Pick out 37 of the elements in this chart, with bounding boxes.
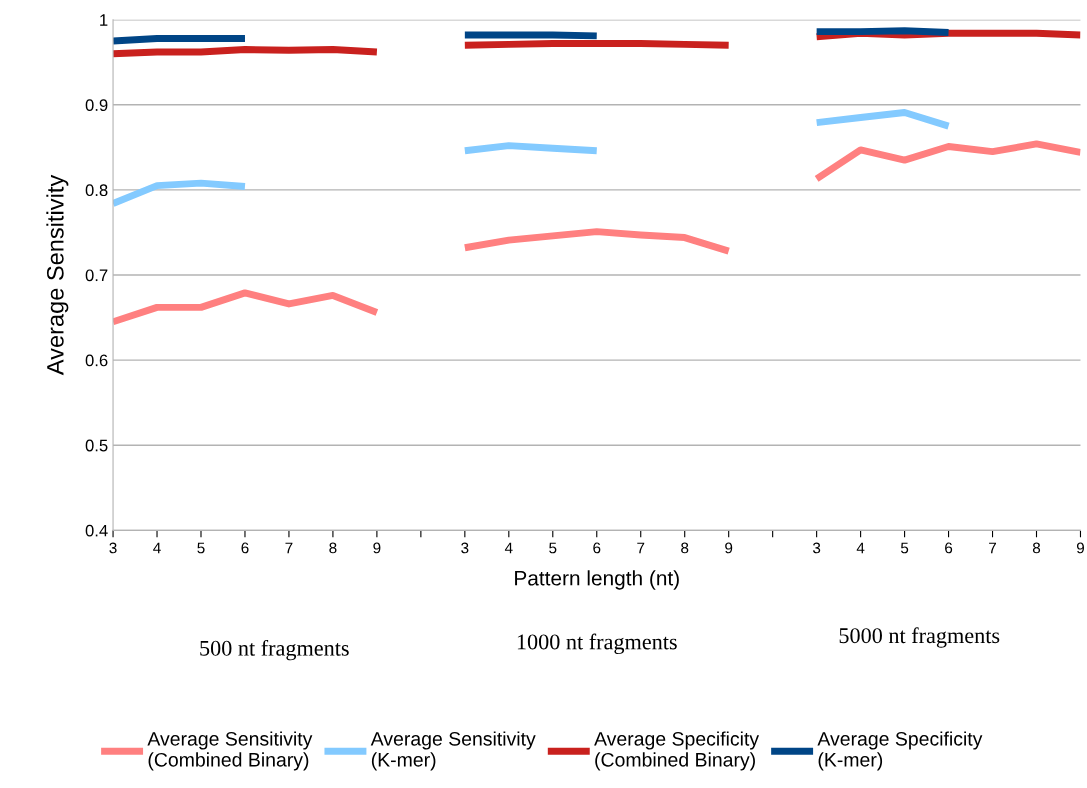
legend-label: Average Specificity (Combined Binary) bbox=[594, 731, 760, 771]
x-tick-label: 7 bbox=[285, 542, 293, 554]
y-tick-label: 0.9 bbox=[85, 99, 108, 112]
y-tick-label: 0.4 bbox=[85, 524, 108, 537]
x-tick-label: 4 bbox=[153, 542, 161, 554]
x-tick-label: 5 bbox=[900, 542, 909, 554]
y-axis-title: Average Sensitivity bbox=[46, 174, 69, 376]
y-tick-label: 1 bbox=[100, 14, 108, 26]
x-tick-label: 3 bbox=[812, 542, 821, 554]
x-tick-label: 4 bbox=[856, 542, 865, 554]
legend-label: Average Sensitivity (Combined Binary) bbox=[147, 731, 313, 771]
text: 5000 nt fragments bbox=[839, 627, 1000, 648]
y-tick-label: 0.6 bbox=[85, 354, 108, 367]
x-tick-label: 5 bbox=[549, 542, 557, 554]
x-tick-label: 7 bbox=[637, 542, 645, 554]
y-tick-label: 0.7 bbox=[85, 269, 108, 282]
x-tick-label: 8 bbox=[329, 542, 337, 554]
x-tick-label: 3 bbox=[461, 542, 469, 554]
x-tick-label: 8 bbox=[1032, 542, 1041, 554]
y-tick-label: 0.5 bbox=[85, 439, 108, 452]
x-tick-label: 6 bbox=[945, 542, 953, 554]
x-tick-label: 6 bbox=[241, 542, 249, 554]
x-tick-label: 9 bbox=[725, 542, 733, 554]
x-axis-title: Pattern length (nt) bbox=[515, 570, 679, 590]
x-tick-label: 4 bbox=[504, 542, 513, 554]
text: 500 nt fragments bbox=[200, 639, 349, 661]
x-tick-label: 6 bbox=[593, 542, 601, 554]
x-tick-label: 5 bbox=[197, 542, 205, 554]
text: 1000 nt fragments bbox=[517, 633, 677, 655]
legend-label: Average Specificity (K-mer) bbox=[817, 731, 983, 771]
x-tick-label: 9 bbox=[373, 542, 381, 554]
legend-label: Average Sensitivity (K-mer) bbox=[370, 731, 536, 771]
x-tick-label: 9 bbox=[1076, 542, 1084, 554]
y-tick-label: 0.8 bbox=[85, 184, 108, 197]
x-tick-label: 8 bbox=[681, 542, 689, 554]
x-tick-label: 3 bbox=[109, 542, 117, 554]
x-tick-label: 7 bbox=[989, 542, 997, 554]
